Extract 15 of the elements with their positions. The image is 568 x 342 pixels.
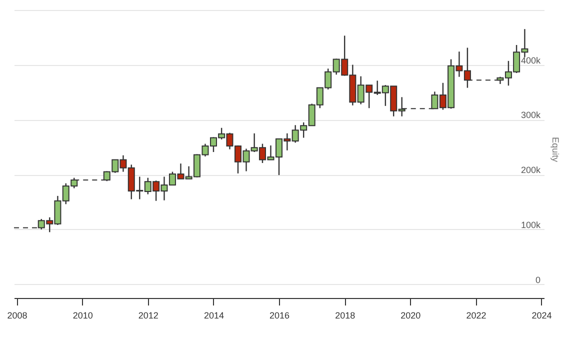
y-tick-label: 400k <box>520 55 541 66</box>
x-tick-label: 2014 <box>204 310 224 320</box>
x-tick-label: 2008 <box>7 310 28 320</box>
x-tick-label: 2016 <box>269 310 290 320</box>
x-tick-label: 2024 <box>532 310 552 320</box>
y-axis-title: Equity <box>550 136 560 163</box>
x-tick-label: 2022 <box>466 310 486 320</box>
y-tick-label: 0 <box>535 274 540 285</box>
x-tick-label: 2018 <box>335 310 356 320</box>
y-tick-label: 200k <box>520 165 541 176</box>
y-tick-label: 100k <box>520 220 541 230</box>
x-tick-label: 2012 <box>138 310 158 320</box>
y-tick-label: 300k <box>520 110 541 120</box>
x-tick-label: 2020 <box>400 310 421 320</box>
x-tick-label: 2010 <box>72 310 93 320</box>
